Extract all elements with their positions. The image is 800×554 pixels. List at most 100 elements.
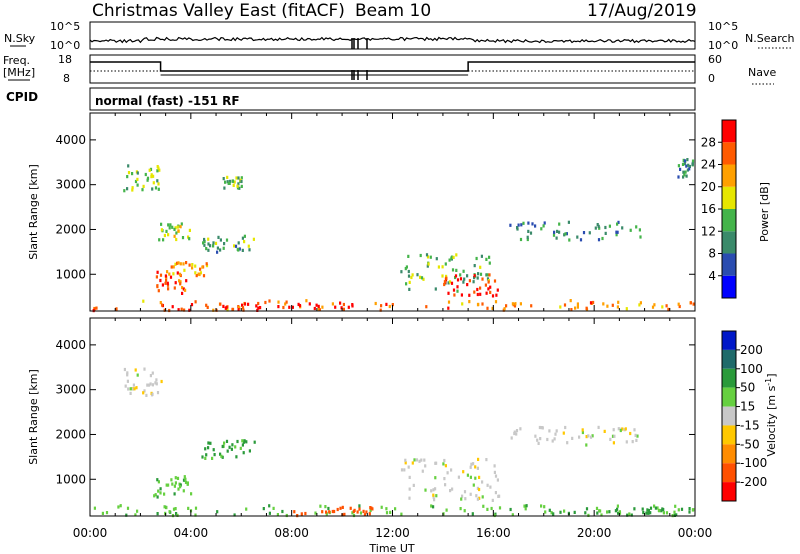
echo-cell bbox=[134, 513, 137, 517]
velocity-colorbar-tick-label: -50 bbox=[740, 437, 760, 451]
echo-cell bbox=[688, 164, 691, 169]
echo-cell bbox=[176, 225, 179, 229]
echo-cell bbox=[172, 272, 175, 276]
echo-cell bbox=[434, 461, 437, 465]
echo-cell bbox=[569, 299, 572, 303]
echo-cell bbox=[257, 301, 260, 306]
echo-cell bbox=[182, 478, 186, 482]
echo-cell bbox=[148, 168, 151, 172]
echo-cell bbox=[213, 453, 216, 457]
echo-cell bbox=[469, 475, 472, 479]
echo-cell bbox=[221, 444, 224, 449]
echo-cell bbox=[473, 264, 476, 268]
echo-cell bbox=[442, 462, 445, 466]
echo-cell bbox=[127, 171, 131, 175]
echo-cell bbox=[444, 464, 447, 468]
echo-cell bbox=[461, 302, 464, 306]
echo-cell bbox=[156, 270, 159, 274]
echo-cell bbox=[272, 506, 275, 510]
velocity-axes: 1000 2000 3000 4000 bbox=[55, 318, 696, 516]
echo-cell bbox=[352, 509, 355, 514]
echo-cell bbox=[416, 273, 419, 277]
velocity-colorbar-swatch bbox=[722, 444, 736, 464]
echo-cell bbox=[235, 455, 238, 459]
echo-cell bbox=[179, 483, 182, 487]
echo-cell bbox=[173, 492, 176, 496]
echo-cell bbox=[136, 171, 139, 175]
echo-cell bbox=[677, 175, 680, 179]
echo-cell bbox=[403, 468, 406, 472]
echo-cell bbox=[220, 454, 223, 458]
echo-cell bbox=[205, 453, 208, 457]
echo-cell bbox=[683, 159, 687, 163]
echo-cell bbox=[178, 279, 181, 283]
echo-cell bbox=[242, 451, 245, 455]
echo-cell bbox=[452, 255, 455, 259]
echo-cell bbox=[468, 300, 471, 304]
echo-cell bbox=[205, 262, 208, 266]
echo-cell bbox=[389, 510, 392, 514]
echo-cell bbox=[217, 235, 220, 239]
echo-cell bbox=[489, 290, 492, 294]
freq-bottom-tick: 8 bbox=[63, 72, 70, 85]
echo-cell bbox=[411, 461, 414, 465]
echo-cell bbox=[247, 244, 250, 248]
echo-cell bbox=[481, 302, 484, 306]
echo-cell bbox=[558, 230, 561, 234]
echo-cell bbox=[477, 457, 480, 461]
echo-cell bbox=[142, 391, 145, 395]
echo-cell bbox=[681, 162, 685, 166]
echo-cell bbox=[155, 275, 158, 279]
echo-cell bbox=[211, 456, 214, 460]
echo-cell bbox=[132, 383, 135, 387]
echo-cell bbox=[171, 482, 174, 486]
echo-cell bbox=[581, 428, 584, 432]
echo-cell bbox=[570, 308, 573, 312]
echo-cell bbox=[686, 158, 689, 162]
echo-cell bbox=[487, 280, 490, 284]
echo-cell bbox=[625, 440, 628, 444]
echo-cell bbox=[645, 511, 648, 515]
echo-cell bbox=[231, 307, 235, 312]
echo-cell bbox=[195, 274, 198, 278]
echo-cell bbox=[408, 487, 411, 491]
echo-cell bbox=[288, 305, 291, 309]
echo-cell bbox=[202, 274, 206, 278]
echo-cell bbox=[243, 302, 247, 306]
echo-cell bbox=[203, 243, 206, 247]
echo-cell bbox=[177, 229, 180, 233]
echo-cell bbox=[462, 280, 465, 284]
echo-cell bbox=[182, 489, 185, 493]
echo-cell bbox=[435, 257, 438, 261]
echo-cell bbox=[485, 291, 488, 295]
echo-cell bbox=[201, 455, 204, 459]
echo-cell bbox=[166, 283, 170, 287]
echo-cell bbox=[184, 480, 188, 484]
echo-cell bbox=[469, 465, 472, 469]
echo-cell bbox=[683, 162, 686, 166]
echo-cell bbox=[496, 288, 499, 292]
echo-cell bbox=[460, 293, 463, 297]
echo-cell bbox=[225, 238, 229, 242]
echo-cell bbox=[447, 291, 450, 295]
echo-cell bbox=[194, 506, 198, 510]
echo-cell bbox=[185, 261, 188, 265]
echo-cell bbox=[576, 302, 579, 306]
power-echoes bbox=[92, 158, 695, 313]
echo-cell bbox=[534, 434, 537, 438]
echo-cell bbox=[156, 179, 159, 183]
echo-cell bbox=[321, 510, 324, 514]
echo-cell bbox=[540, 504, 543, 508]
echo-cell bbox=[425, 305, 428, 309]
echo-cell bbox=[677, 302, 680, 306]
echo-cell bbox=[587, 513, 590, 517]
echo-cell bbox=[476, 497, 479, 501]
echo-cell bbox=[564, 232, 567, 236]
echo-cell bbox=[550, 511, 553, 515]
echo-cell bbox=[633, 507, 636, 511]
echo-cell bbox=[126, 175, 129, 179]
echo-cell bbox=[242, 308, 245, 312]
echo-cell bbox=[158, 168, 161, 172]
